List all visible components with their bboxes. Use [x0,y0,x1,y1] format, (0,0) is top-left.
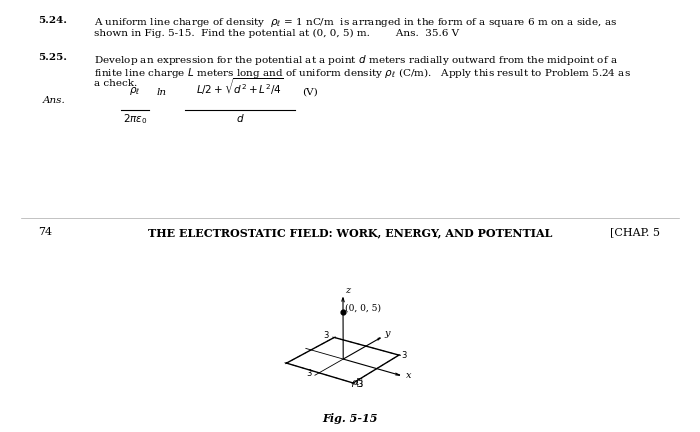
Text: finite line charge $L$ meters long and of uniform density $\rho_\ell$ (C/m).   A: finite line charge $L$ meters long and o… [94,66,631,80]
Text: $2\pi\varepsilon_0$: $2\pi\varepsilon_0$ [122,112,147,126]
Text: 74: 74 [38,227,52,237]
Text: Fig. 5-15: Fig. 5-15 [322,413,378,424]
Text: [CHAP. 5: [CHAP. 5 [610,227,660,237]
Text: (V): (V) [302,88,318,97]
Text: 5.25.: 5.25. [38,53,67,62]
Text: a check.: a check. [94,79,137,88]
Text: THE ELECTROSTATIC FIELD: WORK, ENERGY, AND POTENTIAL: THE ELECTROSTATIC FIELD: WORK, ENERGY, A… [148,227,552,238]
Text: shown in Fig. 5-15.  Find the potential at (0, 0, 5) m.        Ans.  35.6 V: shown in Fig. 5-15. Find the potential a… [94,29,459,38]
Text: ln: ln [157,88,167,97]
Text: $L/2 + \sqrt{d^2 + L^2/4}$: $L/2 + \sqrt{d^2 + L^2/4}$ [196,76,284,97]
Text: 5.24.: 5.24. [38,16,67,25]
Text: Develop an expression for the potential at a point $d$ meters radially outward f: Develop an expression for the potential … [94,53,618,67]
Text: $\rho_\ell$: $\rho_\ell$ [130,85,141,97]
Text: Ans.: Ans. [43,96,66,105]
Text: A uniform line charge of density  $\rho_\ell$ = 1 nC/m  is arranged in the form : A uniform line charge of density $\rho_\… [94,16,617,29]
Text: $d$: $d$ [236,112,244,124]
